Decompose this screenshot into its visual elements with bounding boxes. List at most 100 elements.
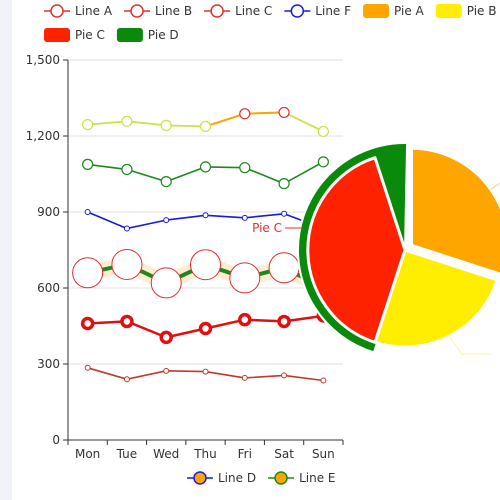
y-tick-label: 600 (37, 281, 60, 295)
data-point-line-c-fri[interactable] (229, 262, 261, 294)
legend-swatch (435, 4, 462, 18)
series-layer (72, 106, 339, 384)
pie-label-pie-c: Pie C (252, 221, 282, 235)
legend-item-line-b[interactable]: Line B (124, 4, 192, 18)
legend-top: Line A Line B Line C Line F Pie A Pie B Pie C P… (44, 4, 497, 42)
data-point-line-b-tue[interactable] (121, 163, 133, 176)
legend-label: Pie B (467, 4, 497, 18)
data-point-line-a-mon[interactable] (82, 118, 94, 131)
legend-label: Line A (75, 4, 113, 18)
data-point-line-f-sat[interactable] (281, 210, 288, 217)
legend-item-line-a[interactable]: Line A (44, 4, 113, 18)
x-tick-label-mon: Mon (75, 447, 100, 461)
pie-chart: Pie C (252, 141, 500, 355)
legend-item-line-d[interactable]: Line D (187, 471, 256, 485)
legend-swatch-dot (210, 4, 224, 18)
data-point-line-c-tue[interactable] (111, 248, 143, 280)
data-point-line-f-wed[interactable] (163, 217, 170, 224)
data-point-line-f-tue[interactable] (123, 225, 130, 232)
legend-label: Pie C (75, 28, 105, 42)
data-point-line-f-mon[interactable] (84, 209, 91, 215)
data-point-line-b-sun[interactable] (317, 156, 329, 168)
legend-item-pie-c[interactable]: Pie C (44, 28, 105, 42)
data-point-line-f-thu[interactable] (202, 212, 209, 219)
data-point-line-a-sun[interactable] (317, 125, 329, 138)
x-tick-label-thu: Thu (193, 447, 217, 461)
legend-swatch-dot (274, 471, 288, 485)
x-tick-label-wed: Wed (153, 447, 179, 461)
y-tick-label: 300 (37, 357, 60, 371)
legend-item-pie-b[interactable]: Pie B (435, 4, 497, 18)
data-point-line-b-sat[interactable] (278, 178, 290, 190)
data-point-line-d-tue[interactable] (120, 314, 134, 329)
series-line-e (84, 364, 327, 384)
data-point-line-c-sat[interactable] (268, 252, 300, 284)
data-point-line-e-wed[interactable] (163, 367, 170, 374)
data-point-line-b-thu[interactable] (199, 161, 212, 173)
data-point-line-b-mon[interactable] (82, 158, 94, 170)
data-point-line-e-thu[interactable] (202, 368, 209, 375)
x-tick-label-fri: Fri (238, 447, 252, 461)
data-point-line-d-sat[interactable] (277, 314, 291, 329)
data-point-line-d-mon[interactable] (80, 316, 95, 331)
data-point-line-d-wed[interactable] (159, 330, 173, 345)
legend-label: Pie A (394, 4, 425, 18)
data-point-line-c-wed[interactable] (150, 267, 182, 299)
data-point-line-c-thu[interactable] (190, 249, 221, 281)
legend-item-line-e[interactable]: Line E (268, 471, 335, 485)
legend-item-pie-d[interactable]: Pie D (116, 28, 179, 42)
legend-swatch (363, 4, 390, 18)
data-point-line-a-thu[interactable] (199, 120, 212, 132)
pie-slice-pie-c[interactable] (306, 156, 407, 344)
data-point-line-a-fri[interactable] (239, 108, 251, 120)
legend-item-line-c[interactable]: Line C (204, 4, 272, 18)
legend-bottom: Line D Line E (187, 471, 335, 485)
legend-swatch (116, 28, 143, 42)
data-point-line-e-mon[interactable] (84, 364, 91, 371)
data-point-line-d-thu[interactable] (198, 321, 213, 336)
data-point-line-e-sun[interactable] (320, 377, 327, 384)
y-tick-label: 1,500 (26, 53, 60, 67)
data-point-line-b-fri[interactable] (239, 162, 251, 174)
y-tick-label: 0 (52, 433, 60, 447)
grid-lines (68, 59, 343, 365)
data-point-line-c-mon[interactable] (72, 257, 104, 289)
data-point-line-a-wed[interactable] (160, 119, 172, 131)
legend-label: Pie D (148, 28, 179, 42)
legend-label: Line E (299, 471, 335, 485)
pie-leader-pie-b (447, 334, 492, 355)
axes: 0 300 600 900 1,200 1,500 Mon Tue Wed Thu Fri Sat Su… (26, 53, 344, 461)
data-point-line-a-tue[interactable] (121, 115, 133, 127)
legend-label: Line C (235, 4, 272, 18)
series-line-a (82, 106, 329, 138)
series-line-d (80, 309, 331, 345)
legend-swatch-dot (50, 4, 64, 18)
legend-label: Line F (315, 4, 351, 18)
y-tick-label: 900 (37, 205, 60, 219)
legend-swatch-dot (290, 4, 305, 18)
legend-swatch (44, 28, 70, 42)
series-line-b (82, 156, 329, 190)
legend-item-pie-a[interactable]: Pie A (363, 4, 425, 18)
data-point-line-e-tue[interactable] (123, 376, 130, 383)
pie-slice-pie-a[interactable] (409, 146, 500, 276)
pie-leader-pie-a (489, 182, 500, 191)
data-point-line-d-fri[interactable] (238, 312, 252, 327)
legend-item-line-f[interactable]: Line F (284, 4, 351, 18)
x-tick-label-tue: Tue (116, 447, 138, 461)
y-tick-label: 1,200 (26, 129, 60, 143)
legend-swatch-dot (130, 4, 144, 18)
data-point-line-e-fri[interactable] (241, 374, 248, 381)
left-panel-strip (0, 0, 12, 500)
legend-swatch-dot (193, 471, 207, 485)
x-tick-label-sat: Sat (274, 447, 294, 461)
data-point-line-e-sat[interactable] (281, 372, 288, 379)
data-point-line-f-fri[interactable] (241, 214, 248, 221)
legend-label: Line D (218, 471, 256, 485)
data-point-line-b-wed[interactable] (160, 176, 172, 188)
legend-label: Line B (155, 4, 192, 18)
x-tick-label-sun: Sun (312, 447, 335, 461)
data-point-line-a-sat[interactable] (278, 106, 290, 119)
